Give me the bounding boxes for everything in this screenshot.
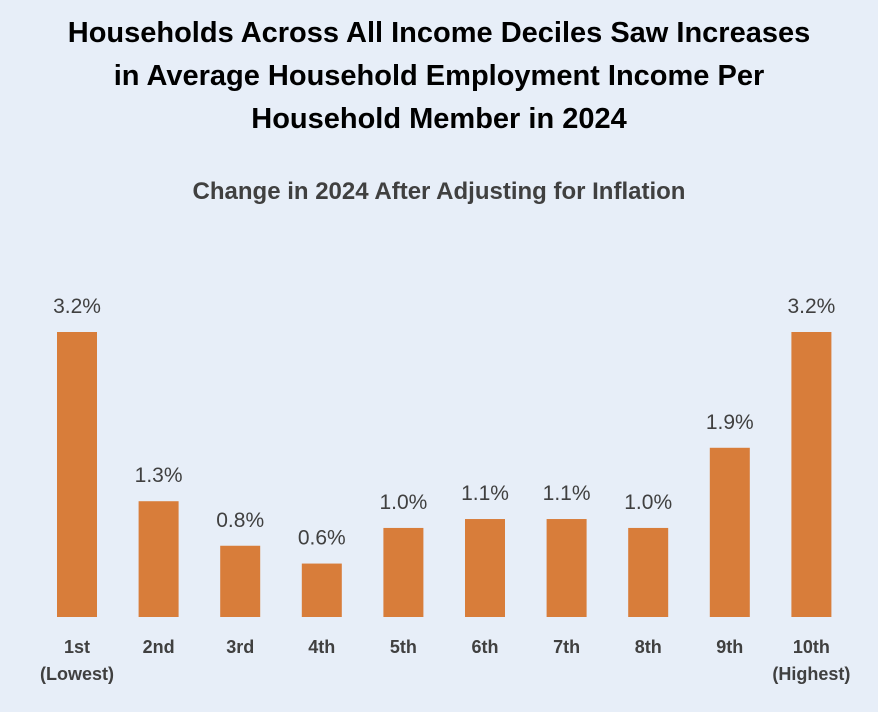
data-label: 1.0%: [624, 491, 672, 514]
bar-10th: [791, 332, 832, 617]
chart-title-line: Households Across All Income Deciles Saw…: [67, 17, 811, 49]
data-label: 0.6%: [298, 527, 346, 550]
category-label: (Lowest): [40, 664, 114, 684]
data-label: 3.2%: [53, 295, 101, 318]
bar-9th: [709, 447, 750, 617]
category-label: (Highest): [772, 664, 850, 684]
chart-title: Households Across All Income Deciles Saw…: [0, 12, 878, 141]
data-label: 1.3%: [135, 464, 183, 487]
category-label: 4th: [308, 637, 335, 657]
chart-title-line: Household Member in 2024: [251, 103, 627, 135]
bar-4th: [301, 563, 342, 617]
chart-title-line: in Average Household Employment Income P…: [113, 60, 765, 92]
bar-7th: [546, 519, 587, 617]
bar-8th: [628, 527, 669, 617]
data-label: 3.2%: [787, 295, 835, 318]
category-label: 10th: [793, 637, 830, 657]
category-label: 8th: [635, 637, 662, 657]
data-label: 1.1%: [461, 482, 509, 505]
data-label: 1.0%: [379, 491, 427, 514]
bar-6th: [465, 519, 505, 617]
category-label: 2nd: [143, 637, 175, 657]
bar-5th: [383, 527, 424, 617]
data-label: 0.8%: [216, 509, 264, 532]
category-label: 5th: [390, 637, 417, 657]
data-label: 1.9%: [706, 411, 754, 434]
category-label: 7th: [553, 637, 580, 657]
category-label: 6th: [472, 637, 499, 657]
data-label: 1.1%: [543, 482, 591, 505]
category-label: 1st: [64, 637, 90, 657]
bar-1st: [57, 332, 97, 617]
chart-subtitle: Change in 2024 After Adjusting for Infla…: [192, 178, 686, 205]
category-label: 3rd: [226, 637, 254, 657]
bar-2nd: [138, 501, 179, 617]
category-label: 9th: [716, 637, 743, 657]
bar-3rd: [220, 545, 261, 617]
